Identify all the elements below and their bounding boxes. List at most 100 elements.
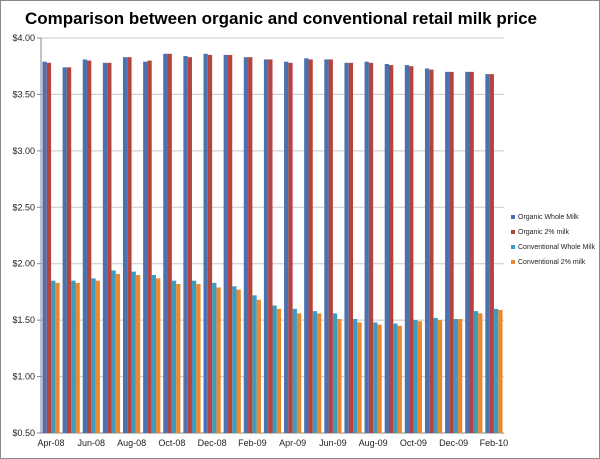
bar-conventional-2-milk — [276, 308, 282, 433]
bar-conventional-whole-milk — [171, 280, 177, 433]
bar-organic-whole-milk — [163, 53, 168, 434]
bar-conventional-2-milk — [75, 282, 80, 433]
bar-organic-2-milk — [167, 53, 172, 434]
bar-organic-whole-milk — [143, 61, 148, 433]
bar-conventional-2-milk — [397, 325, 402, 433]
bar-conventional-2-milk — [337, 319, 342, 433]
bar-conventional-whole-milk — [332, 313, 338, 433]
bar-organic-2-milk — [147, 60, 152, 433]
y-tick-label: $2.00 — [12, 259, 35, 269]
bar-conventional-whole-milk — [51, 280, 56, 433]
bar-conventional-2-milk — [498, 309, 503, 433]
bar-conventional-whole-milk — [91, 278, 96, 433]
bar-organic-2-milk — [248, 57, 253, 433]
legend-label: Organic 2% milk — [518, 229, 569, 236]
bar-conventional-whole-milk — [151, 275, 157, 433]
bar-organic-whole-milk — [284, 61, 289, 433]
bar-organic-2-milk — [489, 74, 494, 433]
y-tick-label: $3.00 — [12, 146, 35, 156]
bar-organic-whole-milk — [424, 68, 430, 433]
bar-organic-2-milk — [46, 62, 52, 433]
bar-conventional-2-milk — [236, 289, 241, 433]
bar-organic-whole-milk — [203, 53, 208, 434]
bar-conventional-2-milk — [478, 313, 483, 433]
x-tick-label: Dec-09 — [439, 438, 468, 448]
bar-conventional-whole-milk — [111, 270, 116, 433]
x-tick-label: Feb-10 — [480, 438, 509, 448]
y-tick-label: $4.00 — [12, 33, 35, 43]
bar-conventional-whole-milk — [453, 319, 458, 433]
bar-conventional-whole-milk — [473, 311, 479, 433]
bar-conventional-whole-milk — [272, 305, 277, 433]
bar-organic-2-milk — [187, 57, 192, 433]
bar-conventional-2-milk — [296, 313, 302, 433]
bar-organic-whole-milk — [445, 71, 450, 433]
bar-organic-whole-milk — [485, 74, 490, 433]
legend-swatch — [511, 215, 515, 219]
legend-swatch — [511, 230, 515, 234]
bar-conventional-whole-milk — [71, 280, 76, 433]
bar-organic-2-milk — [429, 69, 434, 433]
x-tick-label: Apr-09 — [279, 438, 306, 448]
bar-conventional-whole-milk — [131, 271, 136, 433]
x-tick-label: Dec-08 — [198, 438, 227, 448]
bar-conventional-2-milk — [196, 284, 201, 433]
bar-conventional-whole-milk — [393, 323, 398, 433]
y-tick-label: $0.50 — [12, 428, 35, 438]
bar-organic-whole-milk — [465, 71, 470, 433]
bar-organic-whole-milk — [223, 54, 228, 434]
bar-organic-whole-milk — [304, 58, 309, 434]
bar-conventional-whole-milk — [232, 286, 237, 433]
bar-conventional-whole-milk — [212, 282, 217, 433]
bar-organic-2-milk — [207, 54, 213, 434]
bar-organic-whole-milk — [183, 56, 188, 434]
legend-label: Organic Whole Milk — [518, 214, 579, 221]
bar-organic-whole-milk — [384, 63, 389, 433]
x-tick-label: Jun-08 — [78, 438, 106, 448]
bar-conventional-whole-milk — [413, 320, 418, 433]
bar-conventional-whole-milk — [373, 322, 378, 433]
x-tick-label: Feb-09 — [238, 438, 267, 448]
bar-conventional-2-milk — [256, 299, 261, 433]
x-tick-label: Aug-09 — [359, 438, 388, 448]
bar-conventional-2-milk — [156, 278, 161, 433]
bar-conventional-2-milk — [357, 322, 362, 433]
y-tick-label: $1.50 — [12, 315, 35, 325]
bar-conventional-whole-milk — [493, 308, 499, 433]
bar-conventional-2-milk — [317, 313, 322, 433]
bar-organic-2-milk — [328, 59, 333, 433]
bar-conventional-2-milk — [417, 321, 423, 433]
y-tick-label: $1.00 — [12, 372, 35, 382]
bar-organic-2-milk — [368, 62, 374, 433]
x-tick-label: Oct-09 — [400, 438, 427, 448]
bar-organic-2-milk — [66, 67, 72, 433]
bar-conventional-2-milk — [95, 280, 100, 433]
bar-organic-whole-milk — [364, 61, 369, 433]
bar-organic-2-milk — [288, 62, 293, 433]
bar-conventional-2-milk — [457, 319, 463, 433]
bar-conventional-2-milk — [437, 320, 443, 433]
bar-organic-2-milk — [268, 59, 273, 433]
bar-organic-2-milk — [409, 66, 414, 433]
bar-organic-whole-milk — [344, 62, 349, 433]
x-tick-label: Jun-09 — [319, 438, 347, 448]
bar-organic-whole-milk — [82, 59, 88, 433]
bar-conventional-2-milk — [55, 282, 60, 433]
bar-organic-2-milk — [348, 62, 354, 433]
legend-swatch — [511, 245, 515, 249]
x-tick-label: Aug-08 — [117, 438, 146, 448]
bar-conventional-whole-milk — [353, 319, 358, 433]
bar-organic-2-milk — [308, 59, 313, 433]
bar-conventional-2-milk — [216, 287, 221, 433]
bar-organic-2-milk — [107, 62, 112, 433]
bar-conventional-2-milk — [135, 275, 141, 433]
bar-organic-2-milk — [87, 60, 92, 433]
bar-conventional-whole-milk — [433, 317, 438, 433]
bar-organic-whole-milk — [324, 59, 329, 433]
legend-label: Conventional Whole Milk — [518, 244, 596, 251]
bar-organic-whole-milk — [62, 67, 67, 433]
bar-conventional-2-milk — [377, 324, 382, 433]
bar-organic-whole-milk — [42, 61, 47, 433]
